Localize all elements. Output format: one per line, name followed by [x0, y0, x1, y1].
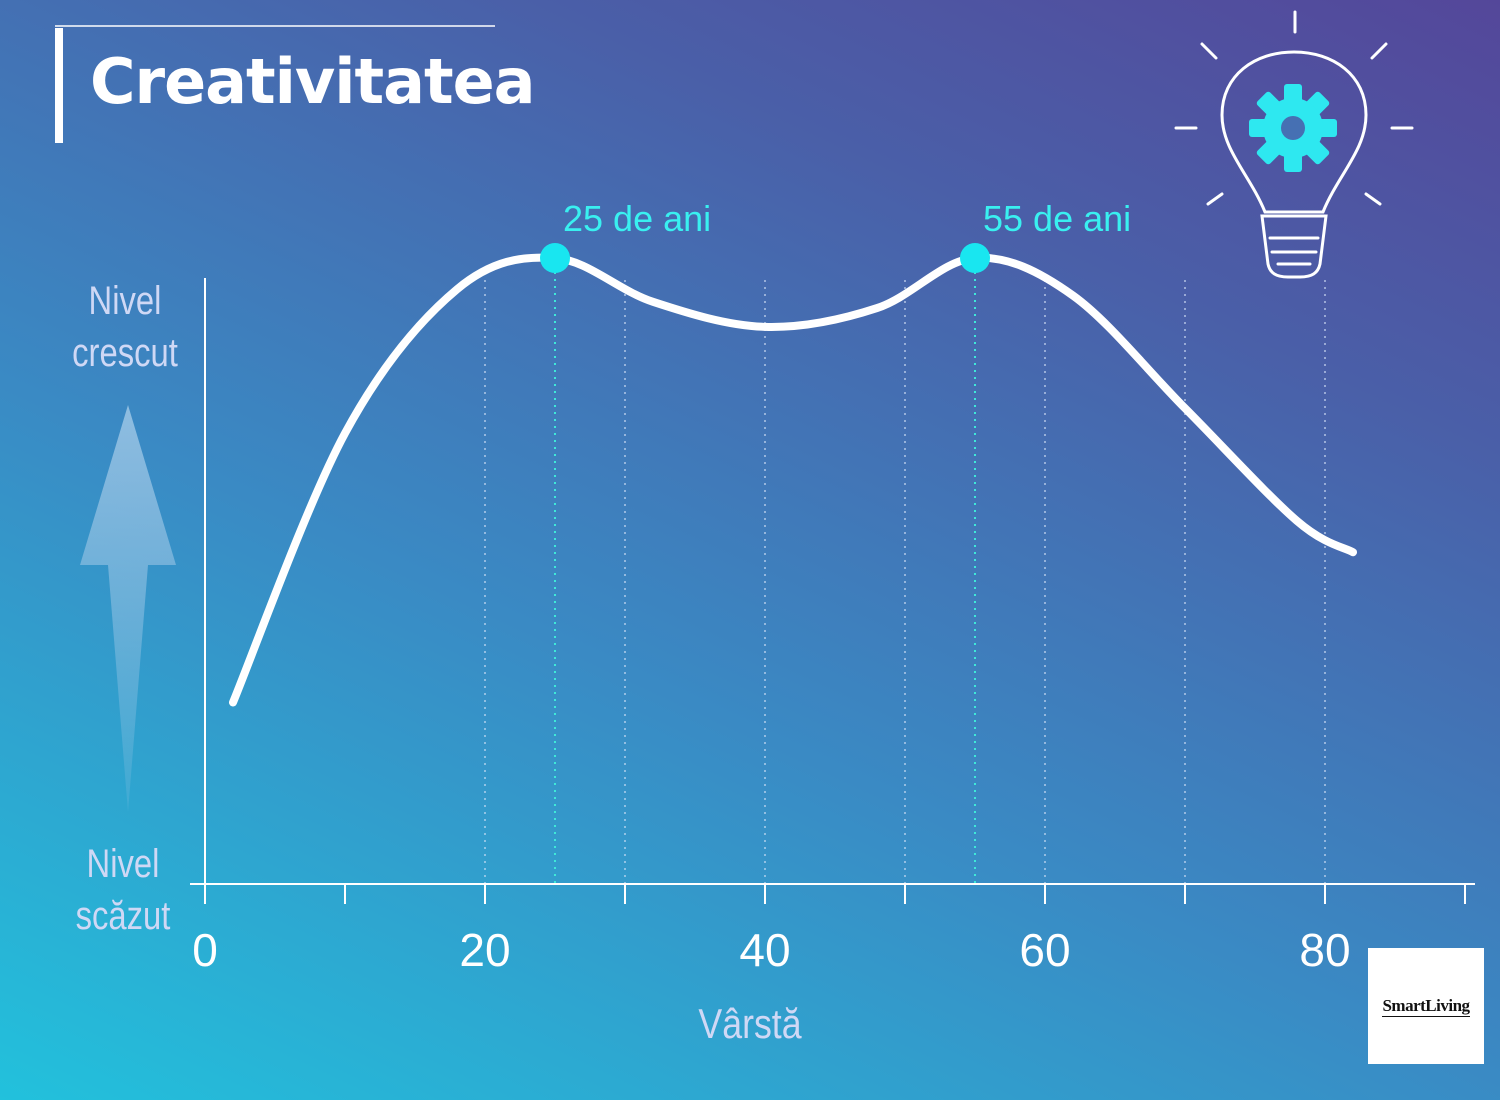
y-label-high: Nivel crescut	[55, 275, 194, 379]
x-tick-label-80: 80	[1299, 924, 1350, 976]
x-tick-label-20: 20	[459, 924, 510, 976]
y-label-low: Nivel scăzut	[53, 838, 192, 942]
y-label-low-line1: Nivel	[86, 842, 160, 886]
peak-label-55: 55 de ani	[983, 198, 1131, 239]
title-rule	[55, 25, 495, 27]
creativity-curve	[229, 253, 1357, 707]
lightbulb-gear-icon	[1174, 10, 1414, 279]
y-label-low-line2: scăzut	[75, 894, 171, 938]
brand-logo: SmartLiving	[1368, 948, 1484, 1064]
axes	[190, 278, 1475, 885]
x-axis-label: Vârstă	[698, 1000, 802, 1047]
peak-label-25: 25 de ani	[563, 198, 711, 239]
gear-icon	[1249, 84, 1337, 172]
title-accent-bar	[55, 28, 63, 143]
brand-logo-text: SmartLiving	[1382, 995, 1470, 1017]
y-label-high-line1: Nivel	[88, 279, 162, 323]
x-ticks: 0 20 40 60 80	[192, 884, 1466, 976]
x-tick-label-0: 0	[192, 924, 218, 976]
peak-marker-25	[540, 243, 570, 273]
up-arrow-icon	[80, 405, 176, 812]
chart-title: Creativitatea	[90, 45, 536, 118]
grid-lines	[484, 280, 1326, 884]
x-tick-label-60: 60	[1019, 924, 1070, 976]
peak-marker-55	[960, 243, 990, 273]
series-layer	[229, 253, 1357, 707]
annotations: 25 de ani 55 de ani	[540, 198, 1131, 884]
x-tick-label-40: 40	[739, 924, 790, 976]
y-label-high-line2: crescut	[72, 331, 178, 375]
